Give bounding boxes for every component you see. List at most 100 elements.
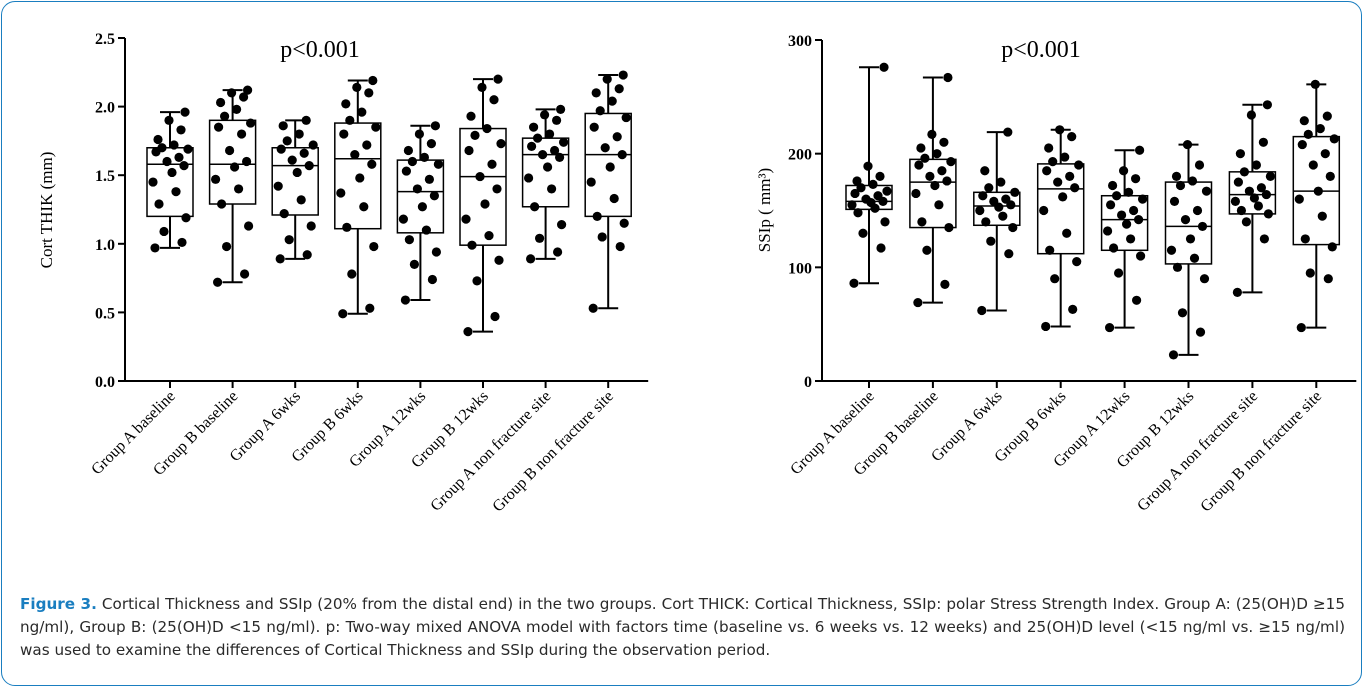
chart2-data-point [937,166,947,176]
chart1-data-point [404,235,414,245]
chart1-data-point [171,187,181,197]
chart1-data-point [292,167,302,178]
chart2-data-point [1053,177,1063,187]
chart1-data-point [433,159,443,169]
chart1-data-point [530,202,540,212]
chart1-data-point [400,295,410,305]
chart1-data-point [284,235,294,245]
caption-label: Figure 3. [20,595,97,613]
chart2-data-point [914,160,924,170]
chart2-data-point [1172,262,1183,272]
chart1-data-point [296,195,306,205]
chart1-data-point [306,221,316,231]
chart1-data-point [552,115,562,125]
chart2-data-point [1313,186,1323,196]
chart2-data-point [1177,308,1188,318]
figure-charts: 0.0 0.5 1.0 1.5 2.0 2.5 Cort THIK (mm) p<0.001 G… [37,31,1357,515]
chart1-data-point [339,129,349,139]
chart2-data-point [1244,186,1254,196]
chart2-data-point [1010,187,1020,197]
chart2-data-point [863,161,873,171]
chart1-data-point [227,88,237,98]
chart2-data-point [1235,149,1245,159]
chart2-data-point [850,188,860,199]
chart2-box [1036,163,1085,255]
chart1-data-point [398,214,408,224]
chart2-data-point [1230,196,1240,207]
chart1-data-point [618,70,628,80]
chart2-data-point [1072,257,1082,267]
chart2-data-point [981,217,991,227]
chart1-data-point [338,309,348,319]
chart1-data-point [150,243,160,253]
chart2-data-point [1236,205,1246,216]
chart2-data-point [1185,234,1196,244]
chart1-data-point [177,237,187,248]
chart1-data-point [550,145,560,156]
chart2-data-point [1068,304,1078,314]
chart1-data-point [407,156,417,167]
chart1-data-point [538,150,548,160]
chart2-data-point [1129,205,1139,216]
figure-caption: Figure 3. Cortical Thickness and SSIp (2… [20,593,1345,662]
chart2-data-point [946,157,956,167]
chart1-data-point [234,184,244,194]
chart2-data-point [916,143,926,153]
chart2-data-point [1108,180,1118,191]
chart1-data-point [555,152,565,162]
chart1-box [584,112,632,218]
chart2-data-point [1263,209,1273,219]
chart1-data-point [368,75,378,86]
chart2-data-point [939,137,949,147]
chart1-data-point [607,96,617,106]
chart1-data-point [364,88,374,98]
chart1-data-point [242,156,252,167]
chart2-data-point [1256,183,1266,193]
chart2-data-point [1106,200,1116,210]
chart1-y-tick-label: 0.5 [95,305,115,322]
chart2-data-point [1300,234,1310,244]
chart2-data-point [876,243,886,253]
chart2-data-point [1132,295,1142,305]
chart2-data-point [1138,194,1148,204]
chart2-data-point [1251,160,1261,170]
chart2-data-point [1194,160,1205,170]
chart1-data-point [480,199,490,209]
chart1-box [521,137,570,208]
chart1-data-point [181,213,191,223]
chart1-data-point [217,199,227,209]
chart1-data-point [614,84,624,94]
chart2-data-point [880,217,890,227]
chart2-data-point [1310,79,1320,89]
chart2-data-point [1003,127,1013,137]
chart1-data-point [417,202,427,212]
chart2-data-point [1201,186,1212,196]
chart2-data-point [1135,145,1145,155]
chart2-data-point [930,180,940,191]
chart1-box [146,147,194,218]
chart2-data-point [1253,201,1263,211]
chart2-data-point [868,179,878,189]
chart1-data-point [463,327,473,337]
chart1-data-point [355,173,365,183]
chart1-data-point [487,159,497,169]
chart2-box [909,158,957,229]
chart1-data-point [489,95,499,105]
chart1-data-point [461,214,471,224]
chart2-data-point [1126,234,1136,244]
chart1-data-point [276,144,286,154]
chart1-data-point [602,74,612,84]
chart2-data-point [925,171,935,181]
chart1-data-point [464,145,474,156]
chart1-data-point [547,184,557,194]
chart1-data-point [237,129,247,139]
chart1-data-point [403,145,413,156]
chart1-data-point [430,121,440,131]
chart1-data-point [588,303,598,313]
chart1-data-point [232,104,242,114]
chart1-data-point [595,106,605,116]
chart1-data-point [299,148,309,158]
chart2-data-point [942,176,952,186]
chart1-data-point [341,99,351,109]
chart2-data-point [853,208,863,218]
